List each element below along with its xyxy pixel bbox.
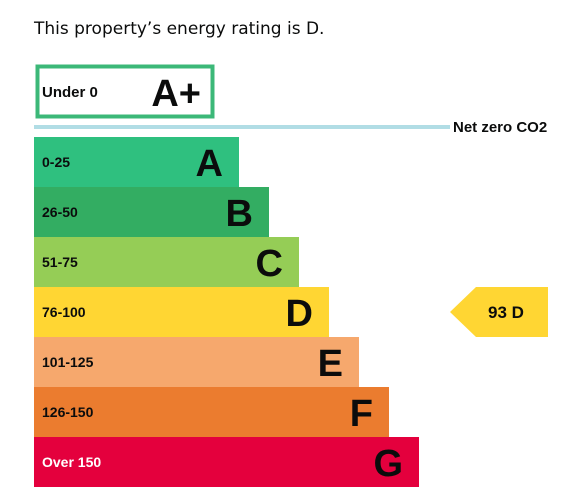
- band-b-range: 26-50: [42, 204, 78, 220]
- band-aplus-box: [35, 64, 215, 119]
- band-aplus-letter: A+: [151, 73, 201, 115]
- band-c-bar: [34, 237, 299, 287]
- band-g-range: Over 150: [42, 454, 101, 470]
- band-f-bar: [34, 387, 389, 437]
- band-a-bar: [34, 137, 239, 187]
- band-b-bar: [34, 187, 269, 237]
- band-e-range: 101-125: [42, 354, 94, 370]
- band-f-range: 126-150: [42, 404, 94, 420]
- net-zero-line: [34, 125, 450, 129]
- net-zero-label: Net zero CO2: [453, 119, 547, 136]
- band-c-range: 51-75: [42, 254, 78, 270]
- current-rating-label: 93 D: [488, 303, 524, 322]
- current-rating-pointer: [450, 287, 548, 337]
- band-d-letter: D: [286, 293, 313, 335]
- band-c-letter: C: [256, 243, 283, 285]
- band-e-bar: [34, 337, 359, 387]
- band-g-letter: G: [373, 443, 403, 485]
- band-a-range: 0-25: [42, 154, 70, 170]
- band-aplus-range: Under 0: [42, 84, 98, 101]
- band-f-letter: F: [350, 393, 373, 435]
- band-b-letter: B: [226, 193, 253, 235]
- band-a-letter: A: [196, 143, 223, 185]
- band-d-bar: [34, 287, 329, 337]
- band-g-bar: [34, 437, 419, 487]
- rating-summary: This property’s energy rating is D.: [34, 19, 325, 39]
- band-e-letter: E: [318, 343, 343, 385]
- band-d-range: 76-100: [42, 304, 86, 320]
